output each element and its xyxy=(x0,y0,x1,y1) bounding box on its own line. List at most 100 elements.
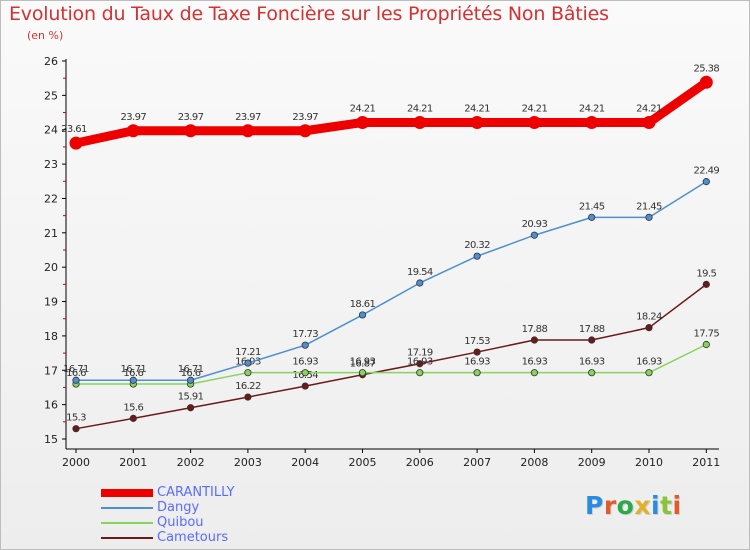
data-point xyxy=(530,369,539,377)
data-label: 16.93 xyxy=(350,357,376,368)
data-label: 17.21 xyxy=(235,347,261,358)
x-tick-label: 2007 xyxy=(463,456,491,469)
y-tick-label: 18 xyxy=(44,330,58,343)
data-label: 24.21 xyxy=(522,104,548,115)
series-line-carantilly xyxy=(71,77,711,148)
data-label: 16.6 xyxy=(66,368,86,379)
data-label: 17.19 xyxy=(407,348,433,359)
legend-label: Dangy xyxy=(157,500,200,515)
data-point xyxy=(470,116,484,130)
data-label: 25.38 xyxy=(693,63,719,74)
data-label: 23.97 xyxy=(120,112,146,123)
data-label: 24.21 xyxy=(464,104,490,115)
series-line-quibou xyxy=(75,343,708,385)
data-point xyxy=(241,124,255,138)
y-tick-label: 24 xyxy=(44,124,58,137)
data-point xyxy=(358,369,367,377)
data-point xyxy=(702,178,710,186)
data-label: 17.88 xyxy=(522,324,548,335)
logo-letter: x xyxy=(634,491,651,520)
data-label: 24.21 xyxy=(579,104,605,115)
data-label: 16.6 xyxy=(181,368,201,379)
data-label: 16.93 xyxy=(407,357,433,368)
y-tick-label: 23 xyxy=(44,158,58,171)
data-point xyxy=(244,369,252,377)
data-label: 23.97 xyxy=(178,112,204,123)
x-tick-label: 2004 xyxy=(291,456,319,469)
x-tick-label: 2000 xyxy=(62,456,90,469)
data-label: 17.53 xyxy=(464,336,490,347)
data-point xyxy=(585,116,599,130)
series-line-dangy xyxy=(75,180,708,381)
series-line-cametours xyxy=(75,283,708,430)
y-tick-label: 26 xyxy=(44,55,58,68)
data-point xyxy=(527,116,541,130)
logo-letter: P xyxy=(585,491,604,520)
data-point xyxy=(642,116,656,130)
legend-label: CARANTILLY xyxy=(157,485,235,500)
data-label: 15.6 xyxy=(123,402,143,413)
data-label: 16.93 xyxy=(636,357,662,368)
y-tick-label: 22 xyxy=(44,192,58,205)
legend-swatch xyxy=(101,507,153,509)
data-label: 16.6 xyxy=(123,368,143,379)
x-tick-label: 2002 xyxy=(177,456,205,469)
y-tick-label: 20 xyxy=(44,261,58,274)
data-point xyxy=(588,369,596,377)
data-label: 24.21 xyxy=(350,104,376,115)
data-point xyxy=(187,404,195,412)
data-label: 16.93 xyxy=(292,357,318,368)
legend-swatch xyxy=(101,522,153,524)
x-tick-label: 2011 xyxy=(692,456,720,469)
data-label: 21.45 xyxy=(579,201,605,212)
x-tick-label: 2006 xyxy=(406,456,434,469)
legend-swatch xyxy=(101,537,153,539)
data-label: 19.5 xyxy=(696,268,716,279)
logo-letter: i xyxy=(672,491,682,520)
data-point xyxy=(187,376,195,384)
y-tick-label: 21 xyxy=(44,227,58,240)
data-label: 24.21 xyxy=(407,104,433,115)
data-label: 20.32 xyxy=(464,240,490,251)
logo-letter: i xyxy=(651,491,661,520)
data-point xyxy=(358,311,367,319)
data-label: 24.21 xyxy=(636,104,662,115)
logo-letter: t xyxy=(660,491,673,520)
data-label: 16.87 xyxy=(350,359,376,370)
data-label: 17.73 xyxy=(292,329,318,340)
data-label: 16.93 xyxy=(464,357,490,368)
data-point xyxy=(244,359,252,367)
data-point xyxy=(301,341,309,349)
data-point xyxy=(645,324,653,332)
data-point xyxy=(69,136,83,150)
data-point xyxy=(473,369,481,377)
data-point xyxy=(588,213,596,221)
chart-subtitle: (en %) xyxy=(27,29,64,42)
x-tick-label: 2010 xyxy=(635,456,663,469)
data-label: 18.24 xyxy=(636,312,662,323)
x-tick-label: 2008 xyxy=(520,456,548,469)
data-label: 15.91 xyxy=(178,392,204,403)
x-tick-label: 2009 xyxy=(578,456,606,469)
data-point xyxy=(645,213,653,221)
y-tick-label: 17 xyxy=(44,364,58,377)
x-tick-label: 2005 xyxy=(349,456,377,469)
data-point xyxy=(301,369,309,377)
data-label: 17.75 xyxy=(693,329,719,340)
data-point xyxy=(699,75,713,89)
data-label: 19.54 xyxy=(407,267,433,278)
data-point xyxy=(645,369,653,377)
legend-label: Cametours xyxy=(157,530,229,545)
data-label: 18.61 xyxy=(350,299,376,310)
data-point xyxy=(473,252,481,260)
data-label: 16.71 xyxy=(120,364,146,375)
proxiti-logo: Proxiti xyxy=(585,491,682,520)
logo-letter: r xyxy=(603,491,617,520)
data-point xyxy=(702,280,710,288)
data-label: 23.97 xyxy=(235,112,261,123)
data-point xyxy=(129,414,137,422)
data-point xyxy=(702,340,710,349)
data-point xyxy=(129,376,137,384)
data-point xyxy=(473,348,481,356)
